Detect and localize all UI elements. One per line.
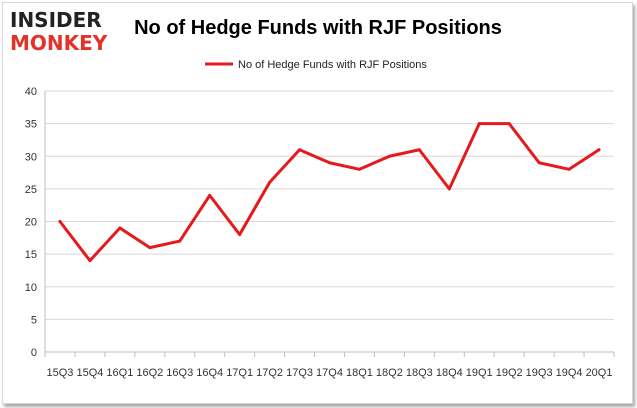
- logo-top-text: INSIDER: [10, 8, 102, 32]
- x-tick-label: 16Q4: [196, 367, 223, 379]
- data-point: [148, 246, 152, 250]
- x-tick-label: 18Q3: [406, 367, 433, 379]
- x-tick-label: 19Q4: [556, 367, 583, 379]
- data-point: [447, 187, 451, 191]
- data-point: [238, 233, 242, 237]
- x-tick-label: 17Q2: [256, 367, 283, 379]
- y-tick-label: 30: [25, 151, 37, 163]
- y-tick-label: 40: [25, 86, 37, 98]
- legend: No of Hedge Funds with RJF Positions: [205, 59, 427, 71]
- grid: [45, 90, 614, 320]
- y-tick-label: 20: [25, 217, 37, 229]
- chart-title: No of Hedge Funds with RJF Positions: [134, 17, 502, 39]
- legend-label: No of Hedge Funds with RJF Positions: [238, 59, 427, 71]
- y-tick-label: 35: [25, 119, 37, 131]
- series-line: [58, 122, 601, 263]
- data-point: [208, 193, 212, 197]
- data-point: [118, 226, 122, 230]
- data-point: [507, 122, 511, 126]
- chart-frame: [2, 2, 633, 404]
- data-point: [387, 154, 391, 158]
- x-tick-label: 18Q2: [376, 367, 403, 379]
- axes: [44, 91, 615, 357]
- y-tick-label: 5: [31, 314, 37, 326]
- y-tick-label: 15: [25, 249, 37, 261]
- series-layer: [58, 122, 601, 263]
- data-point: [88, 259, 92, 263]
- y-tick-label: 25: [25, 184, 37, 196]
- data-point: [417, 148, 421, 152]
- x-tick-label: 17Q4: [316, 367, 343, 379]
- data-point: [58, 220, 62, 223]
- logo-bottom-text: MONKEY: [10, 31, 108, 55]
- x-tick-labels: 15Q3 15Q4 16Q1 16Q2 16Q3 16Q4 17Q1 17Q2 17Q3 17Q4…: [47, 367, 613, 379]
- x-tick-label: 20Q1: [586, 367, 613, 379]
- data-point: [567, 167, 571, 171]
- x-tick-label: 16Q2: [136, 367, 163, 379]
- data-point: [268, 180, 272, 184]
- data-point: [328, 161, 331, 165]
- x-tick-label: 15Q3: [47, 367, 74, 379]
- x-tick-label: 16Q1: [106, 367, 133, 379]
- x-tick-label: 15Q4: [76, 367, 103, 379]
- x-tick-label: 18Q4: [436, 367, 463, 379]
- y-tick-label: 10: [25, 282, 37, 294]
- x-tick-label: 19Q1: [466, 367, 493, 379]
- x-tick-label: 17Q3: [286, 367, 313, 379]
- data-point: [537, 161, 541, 165]
- data-point: [298, 148, 302, 152]
- y-tick-labels: 0 5 10 15 20 25 30 35 40: [25, 86, 37, 359]
- x-tick-label: 16Q3: [166, 367, 193, 379]
- data-point: [178, 239, 182, 243]
- data-point: [477, 122, 481, 126]
- x-tick-label: 17Q1: [226, 367, 253, 379]
- data-point: [597, 148, 601, 152]
- y-tick-label: 0: [31, 347, 37, 359]
- x-tick-label: 18Q1: [346, 367, 373, 379]
- x-tick-label: 19Q3: [526, 367, 553, 379]
- x-tick-label: 19Q2: [496, 367, 523, 379]
- data-point: [357, 167, 361, 171]
